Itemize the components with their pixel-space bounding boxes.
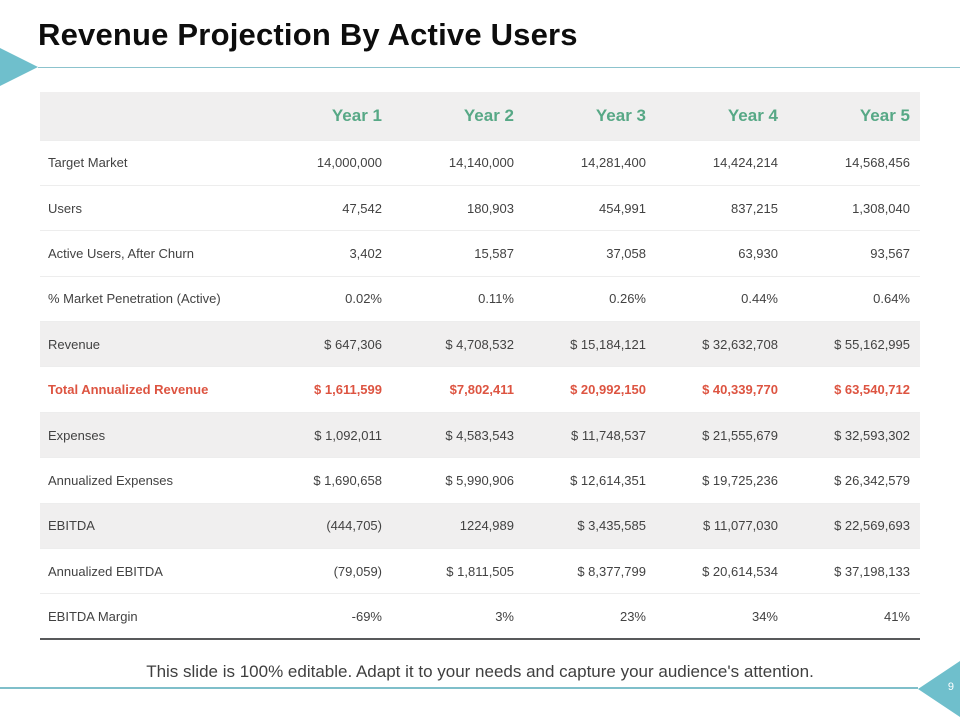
table-row: Active Users, After Churn 3,402 15,587 37,0… bbox=[40, 230, 920, 277]
value-cell: (79,059) bbox=[260, 548, 392, 594]
value-cell: 0.02% bbox=[260, 275, 392, 322]
value-cell: 0.44% bbox=[656, 275, 788, 322]
value-cell: $ 32,593,302 bbox=[788, 411, 920, 458]
header-cell-year: Year 4 bbox=[656, 92, 788, 140]
table-row: Annualized EBITDA (79,059) $ 1,811,505 $ 8,… bbox=[40, 548, 920, 594]
value-cell: $ 26,342,579 bbox=[788, 457, 920, 504]
row-label: Expenses bbox=[40, 411, 260, 458]
value-cell: $ 1,690,658 bbox=[260, 457, 392, 504]
value-cell: (444,705) bbox=[260, 502, 392, 549]
value-cell: 23% bbox=[524, 593, 656, 640]
slide-title: Revenue Projection By Active Users bbox=[38, 17, 578, 52]
value-cell: 1224,989 bbox=[392, 502, 524, 549]
page-number: 9 bbox=[947, 681, 954, 693]
value-cell: 37,058 bbox=[524, 230, 656, 277]
value-cell: 0.64% bbox=[788, 275, 920, 322]
value-cell: $ 11,748,537 bbox=[524, 411, 656, 458]
value-cell: $ 5,990,906 bbox=[392, 457, 524, 504]
value-cell: 3% bbox=[392, 593, 524, 640]
value-cell: 454,991 bbox=[524, 184, 656, 231]
table-row: Annualized Expenses $ 1,690,658 $ 5,990,90… bbox=[40, 457, 920, 504]
table-body: Target Market 14,000,000 14,140,000 14,281,… bbox=[40, 139, 920, 640]
row-label: Target Market bbox=[40, 139, 260, 186]
value-cell: $ 19,725,236 bbox=[656, 457, 788, 504]
title-accent-triangle-icon bbox=[0, 48, 38, 86]
row-label: Annualized EBITDA bbox=[40, 548, 260, 594]
row-label: Annualized Expenses bbox=[40, 457, 260, 504]
value-cell: 1,308,040 bbox=[788, 184, 920, 231]
value-cell: 0.26% bbox=[524, 275, 656, 322]
row-label: % Market Penetration (Active) bbox=[40, 275, 260, 322]
table-row: Users 47,542 180,903 454,991 837,215 1,308,04… bbox=[40, 184, 920, 231]
value-cell: $ 12,614,351 bbox=[524, 457, 656, 504]
header-cell-year: Year 5 bbox=[788, 92, 920, 140]
value-cell: $ 11,077,030 bbox=[656, 502, 788, 549]
value-cell: $ 4,583,543 bbox=[392, 411, 524, 458]
value-cell: $ 1,611,599 bbox=[260, 366, 392, 413]
table-row: Revenue $ 647,306 $ 4,708,532 $ 15,184,121 $… bbox=[40, 321, 920, 367]
footer-note: This slide is 100% editable. Adapt it to… bbox=[146, 662, 814, 681]
page-number-triangle-icon bbox=[918, 661, 960, 717]
value-cell: 0.11% bbox=[392, 275, 524, 322]
value-cell: $7,802,411 bbox=[392, 366, 524, 413]
value-cell: $ 40,339,770 bbox=[656, 366, 788, 413]
value-cell: $ 37,198,133 bbox=[788, 548, 920, 594]
value-cell: $ 8,377,799 bbox=[524, 548, 656, 594]
header-cell-year: Year 1 bbox=[260, 92, 392, 140]
value-cell: 14,000,000 bbox=[260, 139, 392, 186]
row-label: Total Annualized Revenue bbox=[40, 366, 260, 413]
value-cell: 180,903 bbox=[392, 184, 524, 231]
value-cell: -69% bbox=[260, 593, 392, 640]
row-label: Revenue bbox=[40, 321, 260, 367]
value-cell: $ 20,992,150 bbox=[524, 366, 656, 413]
table-header: Year 1 Year 2 Year 3 Year 4 Year 5 bbox=[40, 92, 920, 140]
row-label: EBITDA bbox=[40, 502, 260, 549]
value-cell: 34% bbox=[656, 593, 788, 640]
header-cell-year: Year 2 bbox=[392, 92, 524, 140]
bottom-accent-line bbox=[0, 687, 918, 689]
table-row: Target Market 14,000,000 14,140,000 14,281,… bbox=[40, 139, 920, 186]
value-cell: $ 1,092,011 bbox=[260, 411, 392, 458]
value-cell: 14,140,000 bbox=[392, 139, 524, 186]
value-cell: 41% bbox=[788, 593, 920, 640]
revenue-projection-table: Year 1 Year 2 Year 3 Year 4 Year 5 Target Ma… bbox=[40, 92, 920, 641]
value-cell: $ 647,306 bbox=[260, 321, 392, 367]
value-cell: 3,402 bbox=[260, 230, 392, 277]
value-cell: $ 63,540,712 bbox=[788, 366, 920, 413]
value-cell: $ 20,614,534 bbox=[656, 548, 788, 594]
row-label: Users bbox=[40, 184, 260, 231]
value-cell: $ 15,184,121 bbox=[524, 321, 656, 367]
row-label: Active Users, After Churn bbox=[40, 230, 260, 277]
value-cell: $ 1,811,505 bbox=[392, 548, 524, 594]
table-row: EBITDA Margin -69% 3% 23% 34% 41% bbox=[40, 593, 920, 640]
table-row: Expenses $ 1,092,011 $ 4,583,543 $ 11,748,5… bbox=[40, 411, 920, 458]
value-cell: 14,281,400 bbox=[524, 139, 656, 186]
table-header-row: Year 1 Year 2 Year 3 Year 4 Year 5 bbox=[40, 92, 920, 140]
value-cell: $ 3,435,585 bbox=[524, 502, 656, 549]
table-row: Total Annualized Revenue $ 1,611,599 $7,80… bbox=[40, 366, 920, 413]
value-cell: $ 22,569,693 bbox=[788, 502, 920, 549]
value-cell: 15,587 bbox=[392, 230, 524, 277]
value-cell: 47,542 bbox=[260, 184, 392, 231]
value-cell: 837,215 bbox=[656, 184, 788, 231]
value-cell: 14,424,214 bbox=[656, 139, 788, 186]
value-cell: 14,568,456 bbox=[788, 139, 920, 186]
value-cell: 93,567 bbox=[788, 230, 920, 277]
row-label: EBITDA Margin bbox=[40, 593, 260, 640]
value-cell: $ 21,555,679 bbox=[656, 411, 788, 458]
header-cell-empty bbox=[40, 92, 260, 140]
value-cell: 63,930 bbox=[656, 230, 788, 277]
table-row: % Market Penetration (Active) 0.02% 0.11% 0… bbox=[40, 275, 920, 322]
table-row: EBITDA (444,705) 1224,989 $ 3,435,585 $ 11,0… bbox=[40, 502, 920, 549]
value-cell: $ 4,708,532 bbox=[392, 321, 524, 367]
header-cell-year: Year 3 bbox=[524, 92, 656, 140]
title-underline bbox=[38, 67, 960, 68]
value-cell: $ 55,162,995 bbox=[788, 321, 920, 367]
value-cell: $ 32,632,708 bbox=[656, 321, 788, 367]
